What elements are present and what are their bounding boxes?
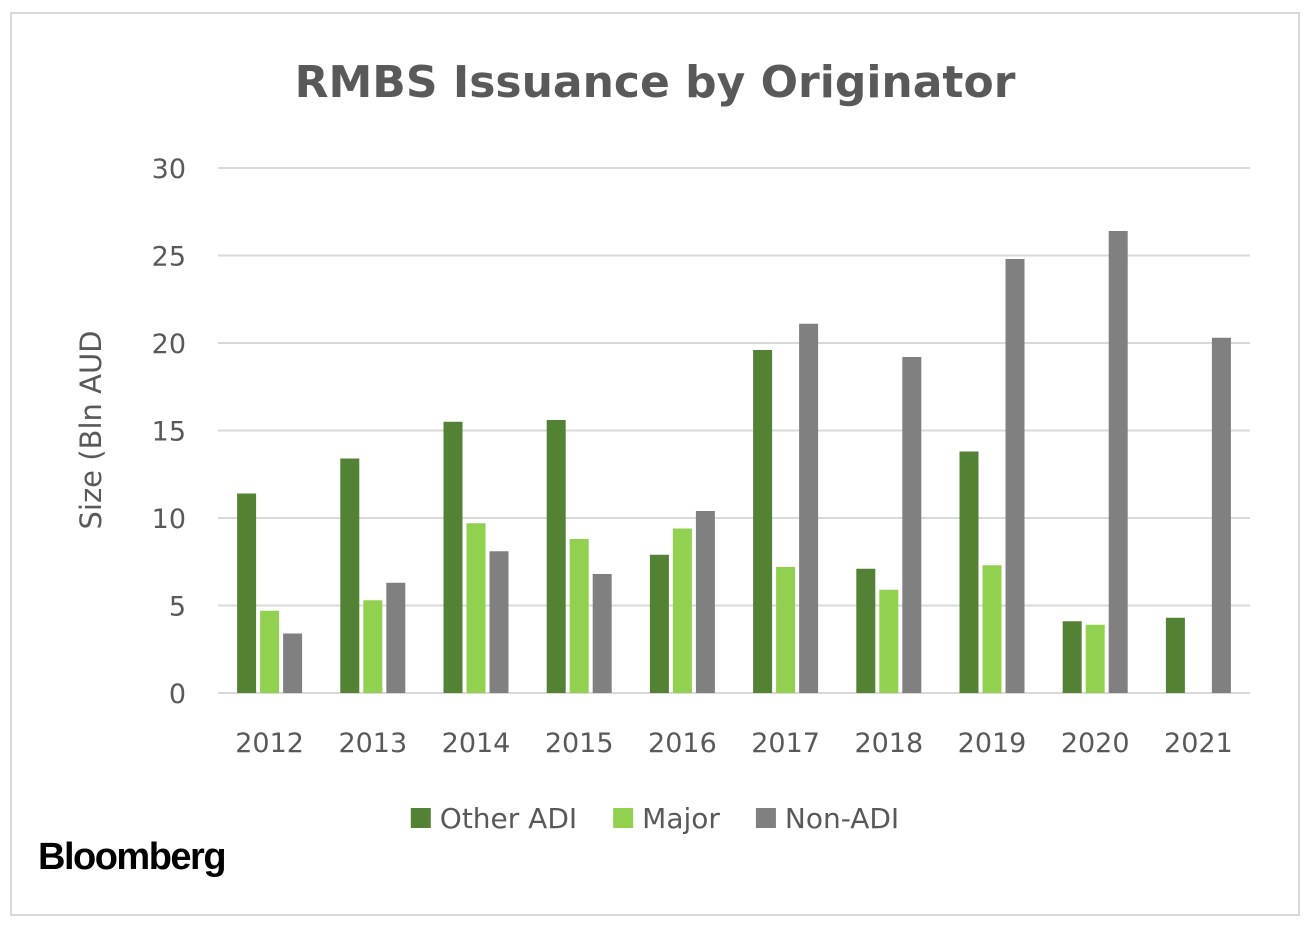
bar-other-adi-2019 xyxy=(959,451,979,693)
bar-other-adi-2015 xyxy=(546,420,566,693)
y-tick-label: 10 xyxy=(152,504,186,535)
x-tick-label: 2012 xyxy=(235,728,304,759)
bar-other-adi-2012 xyxy=(237,493,257,693)
bar-non-adi-2015 xyxy=(592,574,612,693)
x-tick-label: 2015 xyxy=(545,728,614,759)
bar-major-2020 xyxy=(1085,624,1105,693)
y-tick-label: 25 xyxy=(152,242,186,273)
bar-non-adi-2018 xyxy=(902,357,922,693)
y-axis-title: Size (Bln AUD xyxy=(74,330,108,529)
bar-major-2013 xyxy=(363,600,383,693)
bar-other-adi-2021 xyxy=(1165,617,1185,693)
y-tick-label: 30 xyxy=(152,154,186,185)
x-tick-label: 2021 xyxy=(1164,728,1233,759)
y-tick-labels: 0 5 10 15 20 25 30 xyxy=(152,154,186,710)
legend-swatch-other-adi xyxy=(410,808,431,828)
y-tick-label: 5 xyxy=(169,592,186,623)
x-tick-label: 2020 xyxy=(1061,728,1130,759)
bar-major-2012 xyxy=(260,610,280,693)
x-tick-label: 2017 xyxy=(751,728,820,759)
x-tick-label: 2018 xyxy=(854,728,923,759)
bar-major-2015 xyxy=(569,539,589,693)
bar-other-adi-2017 xyxy=(753,350,773,693)
bloomberg-logo: Bloomberg xyxy=(38,836,227,878)
bar-major-2014 xyxy=(466,523,486,693)
x-tick-label: 2013 xyxy=(338,728,407,759)
bar-other-adi-2020 xyxy=(1062,621,1082,693)
bar-other-adi-2018 xyxy=(856,568,876,693)
x-tick-labels: 2012 2013 2014 2015 2016 2017 2018 2019 2020 2021 xyxy=(235,728,1233,759)
bar-major-2016 xyxy=(672,528,692,693)
bar-non-adi-2017 xyxy=(799,323,819,693)
bar-non-adi-2021 xyxy=(1211,337,1231,693)
chart-frame xyxy=(10,12,1300,916)
bar-non-adi-2016 xyxy=(695,511,715,693)
y-tick-label: 0 xyxy=(169,679,186,710)
bar-non-adi-2019 xyxy=(1005,259,1025,693)
legend: Other ADI Major Non-ADI xyxy=(410,802,899,835)
legend-swatch-non-adi xyxy=(755,808,776,828)
x-tick-label: 2014 xyxy=(442,728,511,759)
bar-non-adi-2013 xyxy=(386,582,406,693)
bar-major-2019 xyxy=(982,565,1002,693)
chart-title: RMBS Issuance by Originator xyxy=(295,57,1016,108)
bar-other-adi-2014 xyxy=(443,421,463,693)
y-tick-label: 15 xyxy=(152,417,186,448)
bar-major-2018 xyxy=(879,589,899,693)
x-tick-label: 2019 xyxy=(958,728,1027,759)
bar-other-adi-2016 xyxy=(649,554,669,693)
x-tick-label: 2016 xyxy=(648,728,717,759)
bar-other-adi-2013 xyxy=(340,458,360,693)
legend-label: Non-ADI xyxy=(785,802,899,835)
legend-swatch-major xyxy=(613,808,634,828)
bar-non-adi-2020 xyxy=(1108,231,1128,693)
y-tick-label: 20 xyxy=(152,329,186,360)
legend-label: Major xyxy=(642,802,720,835)
bar-non-adi-2014 xyxy=(489,551,509,693)
bars xyxy=(237,231,1231,693)
legend-label: Other ADI xyxy=(440,802,577,835)
bar-non-adi-2012 xyxy=(283,633,303,693)
bar-major-2017 xyxy=(776,567,796,693)
